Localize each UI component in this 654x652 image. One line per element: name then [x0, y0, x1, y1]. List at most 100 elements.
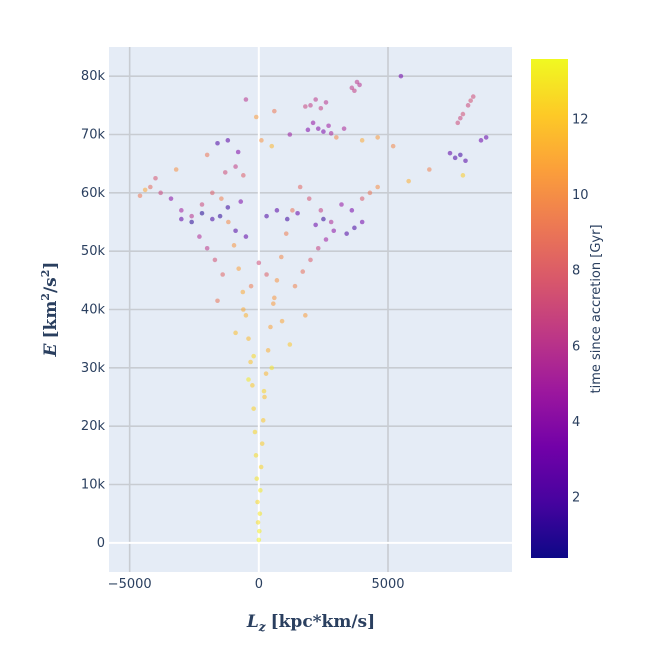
data-point — [341, 126, 347, 131]
data-point — [262, 394, 267, 400]
y-tick-label: 80k — [81, 69, 106, 84]
data-point — [255, 499, 260, 505]
data-point — [219, 196, 224, 201]
data-point — [199, 202, 205, 207]
data-point — [455, 120, 461, 126]
data-point — [243, 313, 249, 318]
data-point — [179, 216, 184, 222]
data-point — [246, 377, 251, 382]
data-point — [250, 383, 255, 388]
data-point — [259, 441, 265, 446]
data-point — [323, 237, 329, 242]
data-point — [248, 359, 253, 365]
data-point — [274, 278, 280, 283]
data-point — [215, 140, 220, 146]
data-point — [233, 164, 238, 169]
data-point — [259, 138, 264, 143]
data-point — [313, 97, 318, 102]
data-point — [189, 219, 194, 225]
colorbar — [531, 59, 568, 558]
data-point — [153, 175, 158, 181]
data-point — [251, 406, 256, 411]
data-point — [254, 476, 260, 481]
data-point — [158, 190, 163, 196]
data-point — [255, 520, 261, 525]
y-tick-label: 0 — [97, 536, 105, 551]
data-point — [375, 135, 380, 140]
data-point — [261, 388, 267, 394]
data-point — [241, 173, 246, 178]
data-point — [251, 353, 256, 359]
data-point — [326, 123, 331, 129]
data-point — [313, 222, 318, 228]
data-point — [269, 365, 275, 371]
data-point — [137, 193, 143, 199]
zero-lines — [109, 47, 512, 572]
data-point — [264, 213, 269, 219]
data-point — [452, 155, 458, 161]
data-point — [258, 464, 264, 470]
data-point — [321, 216, 326, 222]
data-point — [253, 453, 259, 458]
data-point — [470, 94, 476, 99]
data-point — [231, 243, 237, 248]
data-point — [483, 135, 489, 140]
y-axis-title: E[km2/s2] — [39, 262, 61, 358]
data-point — [318, 208, 324, 213]
colorbar-tick-label: 10 — [572, 188, 589, 203]
data-point — [263, 371, 269, 376]
data-point — [295, 210, 300, 216]
y-tick-label: 10k — [81, 478, 106, 493]
data-point — [344, 231, 349, 236]
data-point — [258, 488, 263, 493]
data-point — [406, 178, 411, 184]
data-point — [204, 245, 210, 251]
data-point — [357, 82, 362, 88]
data-point — [308, 257, 313, 263]
data-point — [478, 138, 484, 143]
data-point — [287, 132, 293, 137]
x-axis-title: Lz [kpc*km/s] — [246, 612, 375, 634]
data-point — [315, 126, 321, 131]
data-point — [305, 127, 311, 133]
colorbar-tick-label: 8 — [572, 264, 580, 279]
data-point — [283, 231, 289, 236]
data-point — [306, 196, 312, 201]
data-point — [243, 97, 249, 102]
data-point — [300, 269, 306, 274]
data-point — [189, 213, 194, 219]
data-point — [235, 149, 241, 155]
data-point — [352, 88, 357, 94]
data-point — [269, 143, 275, 149]
data-point — [352, 225, 357, 231]
data-point — [334, 135, 339, 140]
data-point — [279, 318, 285, 324]
data-point — [215, 298, 220, 304]
data-point — [303, 104, 308, 109]
data-point — [349, 208, 355, 213]
data-point — [303, 313, 308, 318]
data-point — [318, 105, 324, 111]
data-point — [260, 418, 266, 423]
data-point — [246, 336, 251, 341]
data-point — [447, 150, 453, 156]
data-point — [297, 184, 303, 190]
y-tick-label: 60k — [81, 186, 106, 201]
data-point — [339, 202, 344, 207]
y-tick-label: 20k — [81, 419, 106, 434]
y-axis-ticks: 0 10k 20k 30k 40k 50k 60k 70k 80k — [81, 69, 106, 551]
data-point — [427, 167, 432, 172]
data-point — [308, 103, 313, 108]
data-point — [197, 234, 202, 239]
colorbar-tick-label: 6 — [572, 339, 580, 354]
y-tick-label: 30k — [81, 361, 106, 376]
colorbar-ticks: 2 4 6 8 10 12 — [572, 112, 589, 505]
data-point — [458, 152, 463, 158]
data-point — [463, 158, 468, 164]
data-point — [310, 120, 316, 126]
data-point — [284, 216, 290, 222]
data-point — [265, 348, 271, 353]
colorbar-tick-label: 2 — [572, 491, 580, 506]
data-point — [253, 114, 259, 120]
